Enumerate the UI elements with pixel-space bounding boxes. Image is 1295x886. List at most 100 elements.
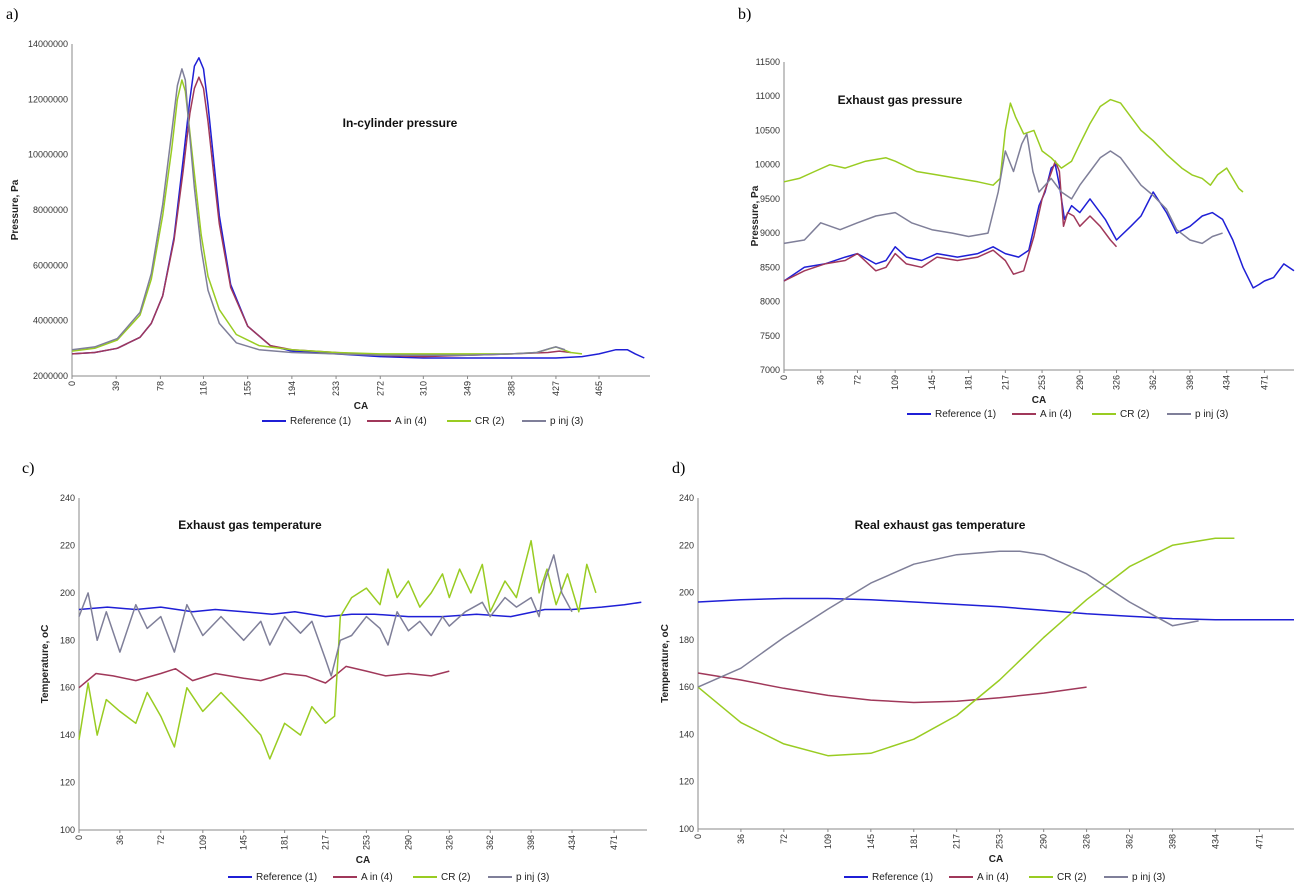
panel-d: d) 100 120 140 160 180 200 220 240 0 36 72 109 145 18… [650, 446, 1295, 886]
legend-entry: A in (4) [1040, 409, 1072, 420]
y-tick-label: 6000000 [33, 260, 68, 270]
x-tick-label: 434 [1222, 375, 1232, 390]
x-axis-title: CA [989, 854, 1003, 865]
series-line-reference-1- [71, 57, 645, 359]
x-tick-label: 471 [609, 835, 619, 850]
x-tick-label: 434 [567, 835, 577, 850]
x-tick-label: 145 [866, 834, 876, 849]
y-tick-label: 160 [60, 683, 75, 693]
x-tick-label: 116 [198, 381, 208, 395]
chart-title: In-cylinder pressure [343, 116, 458, 130]
x-tick-label: 253 [361, 835, 371, 850]
series-line-cr-2- [783, 98, 1244, 193]
y-tick-label: 8500 [760, 262, 780, 272]
y-tick-label: 10500 [755, 125, 780, 135]
x-tick-label: 465 [594, 381, 604, 396]
x-tick-label: 310 [418, 381, 428, 396]
y-tick-label: 11500 [756, 57, 780, 67]
series-line-p-inj-3- [78, 554, 573, 677]
y-tick-label: 180 [60, 635, 75, 645]
y-tick-label: 180 [679, 635, 694, 645]
x-tick-label: 253 [1037, 375, 1047, 390]
series-line-cr-2- [78, 539, 597, 760]
legend-entry: Reference (1) [256, 872, 317, 883]
series-line-p-inj-3- [71, 68, 566, 357]
legend-entry: A in (4) [977, 872, 1009, 883]
x-tick-label: 78 [155, 381, 165, 391]
x-tick-label: 326 [1082, 834, 1092, 849]
y-axis-title: Pressure, Pa [750, 185, 761, 246]
y-tick-label: 8000000 [33, 205, 68, 215]
x-tick-label: 427 [551, 381, 561, 396]
chart-d-svg: 100 120 140 160 180 200 220 240 0 36 72 109 145 181 21… [660, 493, 1294, 883]
x-tick-label: 36 [816, 375, 826, 385]
legend-entry: CR (2) [1057, 872, 1086, 883]
x-tick-label: 36 [736, 834, 746, 844]
x-tick-label: 72 [156, 835, 166, 845]
chart-a-svg: 2000000 4000000 6000000 8000000 10000000 1200… [10, 39, 650, 427]
chart-title: Real exhaust gas temperature [855, 518, 1026, 532]
series-line-reference-1- [783, 163, 1295, 289]
y-tick-label: 2000000 [33, 371, 68, 381]
x-tick-label: 398 [1167, 834, 1177, 849]
panel-b-label: b) [738, 6, 752, 23]
x-tick-label: 181 [280, 835, 290, 850]
x-tick-label: 290 [403, 835, 413, 850]
y-tick-label: 7000 [760, 365, 780, 375]
x-tick-label: 109 [890, 375, 900, 390]
y-tick-label: 7500 [760, 331, 780, 341]
series-line-a-in-4- [78, 665, 450, 689]
series-line-reference-1- [78, 601, 642, 618]
y-tick-label: 10000 [755, 160, 780, 170]
x-tick-label: 290 [1075, 375, 1085, 390]
series-line-reference-1- [697, 597, 1294, 621]
panel-d-label: d) [672, 460, 686, 477]
x-tick-label: 181 [909, 834, 919, 849]
y-tick-label: 240 [60, 493, 75, 503]
panel-b: b) 7000 7500 8000 8500 9000 9500 10000 10500 110… [650, 0, 1295, 440]
x-tick-label: 434 [1210, 834, 1220, 849]
x-tick-label: 39 [111, 381, 121, 391]
legend-entry: p inj (3) [1132, 872, 1165, 883]
panel-a-label: a) [6, 6, 19, 23]
y-tick-label: 160 [679, 682, 694, 692]
y-tick-label: 9000 [760, 228, 780, 238]
x-tick-label: 217 [321, 835, 331, 850]
panel-a: a) 2000000 4000000 6000000 8000000 10000000 1… [0, 0, 650, 440]
panel-c: c) 100 120 140 160 180 200 220 240 0 36 72 109 145 18… [0, 446, 650, 886]
x-tick-label: 471 [1254, 834, 1264, 849]
series-line-cr-2- [71, 79, 583, 355]
x-tick-label: 194 [287, 381, 297, 396]
y-tick-label: 9500 [760, 194, 780, 204]
y-tick-label: 200 [60, 588, 75, 598]
x-tick-label: 362 [1125, 834, 1135, 849]
y-tick-label: 11000 [756, 91, 780, 101]
y-axis-title: Temperature, oC [40, 625, 51, 704]
x-tick-label: 362 [485, 835, 495, 850]
y-tick-label: 200 [679, 588, 694, 598]
x-tick-label: 36 [115, 835, 125, 845]
x-tick-label: 181 [964, 375, 974, 390]
legend-entry: p inj (3) [1195, 409, 1228, 420]
chart-title: Exhaust gas pressure [838, 93, 963, 107]
x-tick-label: 362 [1148, 375, 1158, 390]
y-tick-label: 240 [679, 493, 694, 503]
x-tick-label: 145 [239, 835, 249, 850]
chart-title: Exhaust gas temperature [178, 518, 322, 532]
y-axis-title: Temperature, oC [660, 624, 671, 703]
y-tick-label: 8000 [760, 297, 780, 307]
legend-entry: CR (2) [1120, 409, 1149, 420]
y-tick-label: 10000000 [28, 150, 68, 160]
legend-entry: Reference (1) [290, 416, 351, 427]
x-tick-label: 0 [67, 381, 77, 386]
y-axis-title: Pressure, Pa [10, 179, 21, 240]
x-tick-label: 72 [852, 375, 862, 385]
x-tick-label: 398 [1185, 375, 1195, 390]
y-tick-label: 140 [60, 730, 75, 740]
x-axis-title: CA [354, 401, 368, 412]
series-line-cr-2- [697, 537, 1235, 757]
legend-entry: A in (4) [395, 416, 427, 427]
x-tick-label: 155 [243, 381, 253, 396]
x-tick-label: 272 [375, 381, 385, 396]
x-axis-title: CA [1032, 395, 1046, 406]
